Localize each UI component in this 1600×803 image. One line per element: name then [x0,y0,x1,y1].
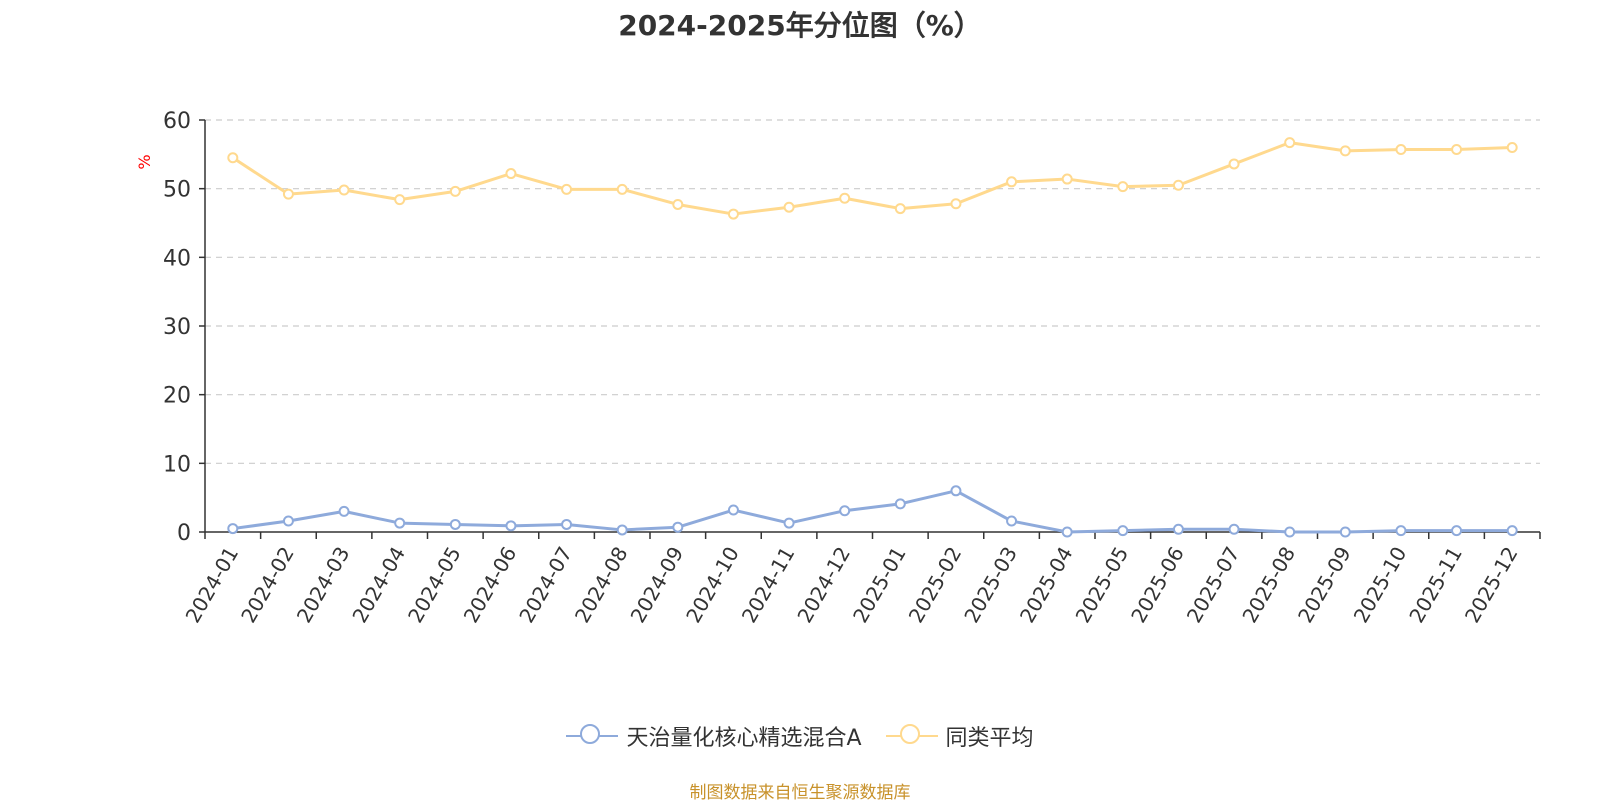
series-line-0 [232,489,1513,534]
data-point-s0-2024-01 [227,523,239,535]
y-tick-label-50: 50 [163,178,191,203]
data-point-s0-2025-09 [1339,526,1351,538]
data-point-s1-2025-11 [1451,144,1463,156]
x-tick-label-2024-05: 2024-05 [403,543,466,627]
x-tick-label-2024-11: 2024-11 [737,543,800,627]
x-tick-label-2025-04: 2025-04 [1015,543,1078,627]
data-point-s1-2024-09 [672,198,684,210]
data-point-s1-2024-12 [839,192,851,204]
data-point-s1-2024-11 [783,201,795,213]
data-point-s1-2025-05 [1117,181,1129,193]
data-point-s0-2024-04 [394,517,406,529]
data-point-s1-2024-06 [505,168,517,180]
series-line-1 [231,141,1513,216]
x-tick-label-2025-05: 2025-05 [1071,543,1134,627]
data-point-s1-2025-04 [1061,173,1073,185]
y-tick-label-0: 0 [177,521,191,546]
data-point-s0-2024-06 [505,520,517,532]
x-tick-label-2024-10: 2024-10 [681,543,744,627]
data-point-s0-2024-09 [672,521,684,533]
x-tick-label-2025-08: 2025-08 [1237,543,1300,627]
y-tick-label-60: 60 [163,109,191,134]
data-point-s0-2025-04 [1061,526,1073,538]
x-tick-label-2025-12: 2025-12 [1460,543,1523,627]
x-tick-label-2024-02: 2024-02 [236,543,299,627]
y-tick-label-10: 10 [163,452,191,477]
data-point-s1-2025-07 [1228,158,1240,170]
data-point-s0-2025-08 [1284,526,1296,538]
y-tick-label-30: 30 [163,315,191,340]
data-point-s1-2025-03 [1006,176,1018,188]
data-point-s1-2025-08 [1284,137,1296,149]
data-point-s1-2025-06 [1172,179,1184,191]
x-tick-label-2025-02: 2025-02 [904,543,967,627]
x-tick-label-2025-07: 2025-07 [1182,543,1245,627]
x-tick-label-2024-09: 2024-09 [626,543,689,627]
data-point-s1-2024-02 [282,188,294,200]
x-tick-label-2025-01: 2025-01 [848,543,911,627]
legend-marker-fund [566,722,619,750]
data-point-s0-2025-06 [1172,523,1184,535]
data-point-s0-2024-07 [561,518,573,530]
y-axis-label: % [135,154,154,169]
data-point-s0-2024-08 [616,524,628,536]
x-tick-label-2025-03: 2025-03 [959,543,1022,627]
data-point-s0-2024-03 [338,505,350,517]
legend-item-fund[interactable]: 天治量化核心精选混合A [566,720,862,752]
data-point-s0-2025-11 [1451,525,1463,537]
line-chart: 0102030405060%2024-012024-022024-032024-… [135,109,1541,627]
data-point-s0-2024-05 [449,518,461,530]
data-point-s0-2025-07 [1228,523,1240,535]
x-tick-label-2025-10: 2025-10 [1349,543,1412,627]
data-point-s0-2024-02 [282,515,294,527]
source-note: 制图数据来自恒生聚源数据库 [689,783,911,803]
legend-label-fund: 天治量化核心精选混合A [626,726,862,751]
x-tick-label-2024-08: 2024-08 [570,543,633,627]
data-point-s0-2024-12 [839,505,851,517]
data-point-s1-2025-02 [950,198,962,210]
data-point-s0-2025-12 [1506,525,1518,537]
x-tick-label-2024-12: 2024-12 [792,543,855,627]
data-point-s1-2024-05 [449,185,461,197]
data-point-s1-2024-08 [616,183,628,195]
legend-label-average: 同类平均 [945,726,1034,751]
legend-marker-average [885,722,938,750]
x-tick-label-2024-03: 2024-03 [292,543,355,627]
x-tick-label-2025-09: 2025-09 [1293,543,1356,627]
y-tick-label-20: 20 [163,384,191,409]
data-point-s1-2024-03 [338,184,350,196]
data-point-s1-2024-07 [561,183,573,195]
x-tick-label-2024-01: 2024-01 [181,543,244,627]
y-tick-label-40: 40 [163,246,191,271]
data-point-s1-2025-10 [1395,144,1407,156]
x-tick-label-2025-06: 2025-06 [1126,543,1189,627]
data-point-s0-2025-01 [894,498,906,510]
data-point-s0-2024-11 [783,517,795,529]
data-point-s0-2025-10 [1395,525,1407,537]
data-point-s1-2024-04 [394,194,406,206]
data-point-s1-2025-09 [1339,145,1351,157]
data-point-s1-2024-01 [227,152,239,164]
data-point-s1-2025-01 [894,203,906,215]
legend: 天治量化核心精选混合A 同类平均 [0,720,1600,752]
chart-title: 2024-2025年分位图（%） [618,9,982,42]
x-tick-label-2024-04: 2024-04 [347,543,410,627]
x-tick-label-2024-06: 2024-06 [459,543,522,627]
data-point-s1-2025-12 [1506,141,1518,153]
data-point-s1-2024-10 [727,208,739,220]
data-point-s0-2025-02 [950,485,962,497]
x-tick-label-2025-11: 2025-11 [1404,543,1467,627]
x-tick-label-2024-07: 2024-07 [514,543,577,627]
data-point-s0-2025-03 [1006,515,1018,527]
legend-item-average[interactable]: 同类平均 [885,720,1034,752]
data-point-s0-2025-05 [1117,525,1129,537]
data-point-s0-2024-10 [727,504,739,516]
